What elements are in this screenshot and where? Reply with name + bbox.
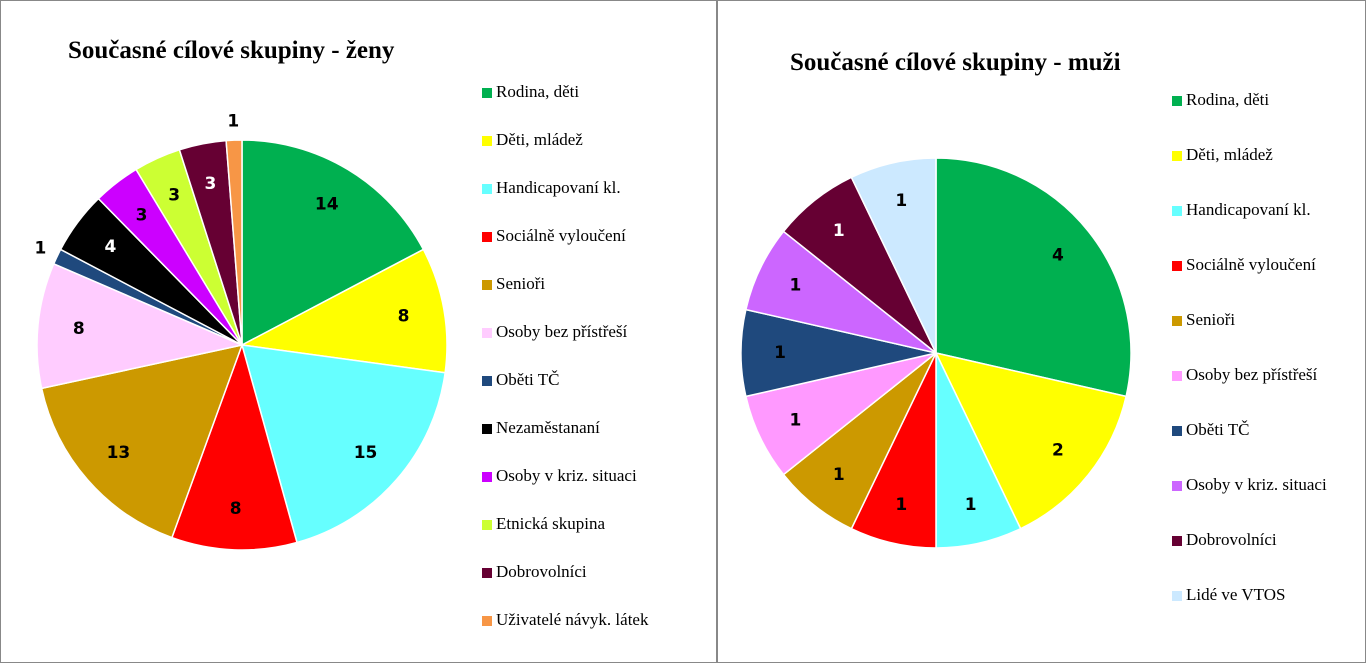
- data-label: 1: [833, 221, 845, 241]
- legend-label: Sociálně vyloučení: [496, 226, 626, 245]
- data-label: 8: [230, 499, 242, 519]
- legend-swatch: [482, 88, 492, 98]
- legend-label: Handicapovaní kl.: [496, 178, 621, 197]
- legend-swatch: [1172, 591, 1182, 601]
- legend-swatch: [1172, 316, 1182, 326]
- pie-slice: [170, 342, 298, 551]
- data-label: 14: [315, 195, 339, 215]
- data-label: 8: [73, 319, 85, 339]
- pie-slice: [241, 139, 425, 347]
- data-label: 1: [227, 112, 239, 132]
- legend-swatch: [482, 184, 492, 194]
- legend-label: Děti, mládež: [496, 130, 583, 149]
- data-label: 2: [1052, 440, 1064, 460]
- data-label: 15: [354, 443, 378, 463]
- legend-label: Rodina, děti: [496, 82, 579, 101]
- legend-swatch: [1172, 426, 1182, 436]
- legend-swatch: [1172, 96, 1182, 106]
- pie-slice: [850, 157, 937, 354]
- legend-label: Osoby bez přístřeší: [496, 322, 628, 341]
- data-label: 4: [1052, 246, 1064, 266]
- data-label: 3: [168, 186, 180, 206]
- data-label: 3: [136, 205, 148, 225]
- legend-swatch: [1172, 261, 1182, 271]
- legend-label: Uživatelé návyk. látek: [496, 610, 649, 629]
- legend-swatch: [482, 232, 492, 242]
- data-label: 1: [790, 275, 802, 295]
- pie-slice: [934, 351, 1128, 530]
- legend-swatch: [1172, 206, 1182, 216]
- legend-swatch: [482, 472, 492, 482]
- legend-swatch: [482, 520, 492, 530]
- legend-label: Etnická skupina: [496, 514, 606, 533]
- chart-title: Současné cílové skupiny - muži: [790, 49, 1121, 76]
- data-label: 1: [965, 495, 977, 515]
- legend-label: Oběti TČ: [1186, 420, 1249, 439]
- legend-swatch: [1172, 536, 1182, 546]
- legend-label: Osoby v kriz. situaci: [496, 466, 637, 485]
- legend-swatch: [482, 376, 492, 386]
- legend-label: Rodina, děti: [1186, 90, 1269, 109]
- data-label: 1: [790, 411, 802, 431]
- legend-label: Osoby bez přístřeší: [1186, 365, 1318, 384]
- legend-swatch: [1172, 371, 1182, 381]
- legend-label: Děti, mládež: [1186, 145, 1273, 164]
- legend-swatch: [482, 136, 492, 146]
- legend-label: Dobrovolníci: [496, 562, 587, 581]
- legend-label: Dobrovolníci: [1186, 530, 1277, 549]
- legend-swatch: [482, 424, 492, 434]
- legend-label: Oběti TČ: [496, 370, 559, 389]
- legend-swatch: [482, 280, 492, 290]
- data-label: 8: [398, 307, 410, 327]
- data-label: 13: [107, 443, 131, 463]
- legend-label: Osoby v kriz. situaci: [1186, 475, 1327, 494]
- chart-title: Současné cílové skupiny - ženy: [68, 37, 395, 64]
- pie-slice: [225, 139, 243, 346]
- data-label: 1: [895, 191, 907, 211]
- legend-label: Nezaměstananí: [496, 418, 600, 437]
- legend-swatch: [1172, 481, 1182, 491]
- data-label: 1: [833, 465, 845, 485]
- legend-swatch: [482, 568, 492, 578]
- pie-slice: [240, 344, 446, 544]
- data-label: 1: [774, 343, 786, 363]
- pie-slice: [935, 157, 1132, 398]
- legend-swatch: [482, 328, 492, 338]
- legend-label: Handicapovaní kl.: [1186, 200, 1311, 219]
- pie-slice: [239, 248, 448, 374]
- data-label: 1: [895, 495, 907, 515]
- pie-slice: [36, 262, 245, 390]
- legend-label: Sociálně vyloučení: [1186, 255, 1316, 274]
- legend-swatch: [1172, 151, 1182, 161]
- data-label: 4: [105, 237, 117, 257]
- pie-slice: [40, 343, 244, 539]
- legend-label: Lidé ve VTOS: [1186, 585, 1285, 604]
- data-label: 3: [204, 174, 216, 194]
- legend-label: Senioři: [1186, 310, 1235, 329]
- legend-swatch: [482, 616, 492, 626]
- legend-label: Senioři: [496, 274, 545, 293]
- data-label: 1: [34, 239, 46, 259]
